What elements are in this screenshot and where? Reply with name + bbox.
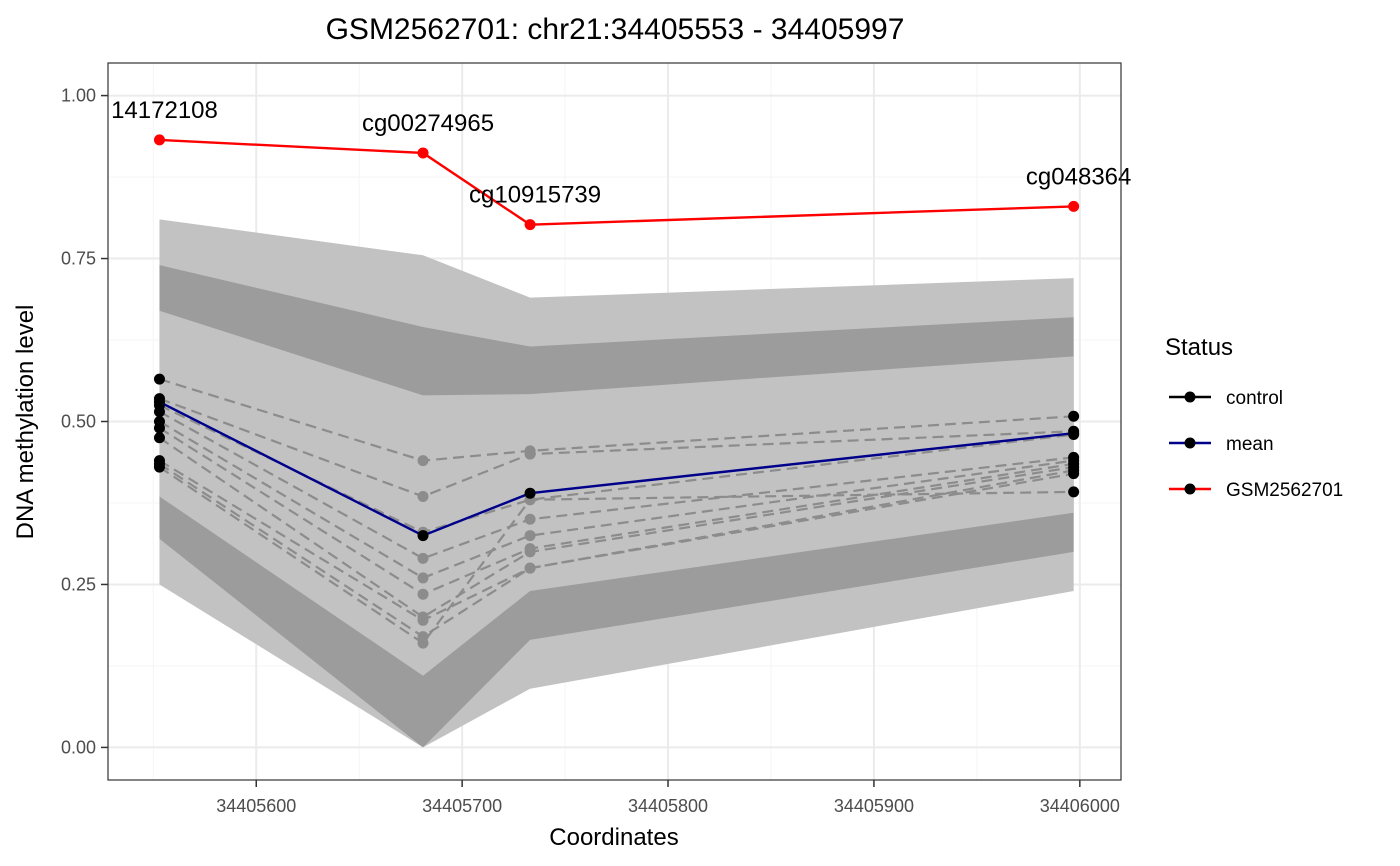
control-point (417, 614, 429, 626)
control-point (417, 588, 429, 600)
sample-point (153, 134, 165, 146)
probe-label: cg10915739 (469, 182, 601, 209)
y-axis-title: DNA methylation level (12, 305, 39, 540)
control-line (158, 459, 1074, 622)
y-axis: 0.00 0.25 0.50 0.75 1.00 (61, 86, 108, 757)
x-axis-title: Coordinates (549, 824, 678, 851)
control-point (524, 562, 536, 574)
chart-title: GSM2562701: chr21:34405553 - 34405997 (326, 13, 905, 46)
control-line (158, 427, 1074, 596)
legend: Status control mean GSM2562701 (1165, 334, 1343, 501)
control-line (158, 436, 1074, 619)
control-point (153, 461, 165, 473)
y-tick-label: 0.75 (61, 249, 96, 269)
sample-point (1068, 200, 1080, 212)
control-point (524, 546, 536, 558)
quantile-bands (159, 219, 1074, 748)
probe-label: 14172108 (111, 97, 218, 124)
control-line (158, 466, 1074, 645)
x-tick-label: 34405700 (422, 796, 502, 816)
control-point (1068, 410, 1080, 422)
control-point (417, 552, 429, 564)
legend-label: GSM2562701 (1226, 480, 1343, 501)
plot-panel: 14172108 cg00274965 cg10915739 cg048364 (107, 62, 1131, 781)
legend-label: mean (1226, 434, 1274, 455)
control-line (159, 397, 1074, 498)
control-point (524, 448, 536, 460)
x-tick-label: 34405800 (628, 796, 708, 816)
y-tick-label: 0.25 (61, 574, 96, 594)
control-series (153, 373, 1080, 649)
control-point (153, 373, 165, 385)
mean-line (158, 400, 1074, 537)
probe-labels: 14172108 cg00274965 cg10915739 cg048364 (111, 97, 1131, 209)
sample-point (524, 219, 536, 231)
control-point (524, 530, 536, 542)
control-point (417, 455, 429, 467)
control-point (1068, 468, 1080, 480)
mean-point (417, 530, 429, 542)
legend-key-point (1184, 437, 1196, 449)
control-point (153, 422, 165, 434)
control-line (158, 420, 1074, 580)
band-center (159, 310, 1074, 676)
control-point (1068, 486, 1080, 498)
legend-items: control mean GSM2562701 (1169, 388, 1343, 501)
control-point (417, 572, 429, 584)
mean-point (524, 487, 536, 499)
y-tick-label: 1.00 (61, 86, 96, 106)
y-tick-label: 0.50 (61, 412, 96, 432)
legend-key-point (1184, 391, 1196, 403)
highlight-series (153, 134, 1080, 542)
x-tick-label: 34405900 (834, 796, 914, 816)
sample-line (159, 138, 1074, 226)
control-line (158, 462, 1074, 638)
control-point (417, 637, 429, 649)
probe-label: cg00274965 (362, 110, 494, 137)
control-point (417, 490, 429, 502)
y-tick-label: 0.00 (61, 737, 96, 757)
x-axis: 34405600 34405700 34405800 34405900 34406000 (216, 780, 1120, 816)
x-tick-label: 34406000 (1040, 796, 1120, 816)
legend-title: Status (1165, 334, 1233, 361)
control-point (153, 406, 165, 418)
legend-label: control (1226, 388, 1283, 409)
control-line (158, 410, 1074, 560)
legend-key-point (1184, 483, 1196, 495)
control-point (524, 513, 536, 525)
probe-label: cg048364 (1026, 163, 1131, 190)
control-point (153, 432, 165, 444)
mean-point (153, 396, 165, 408)
x-tick-label: 34405600 (216, 796, 296, 816)
mean-point (1068, 427, 1080, 439)
sample-point (417, 147, 429, 159)
control-line (159, 378, 1074, 462)
